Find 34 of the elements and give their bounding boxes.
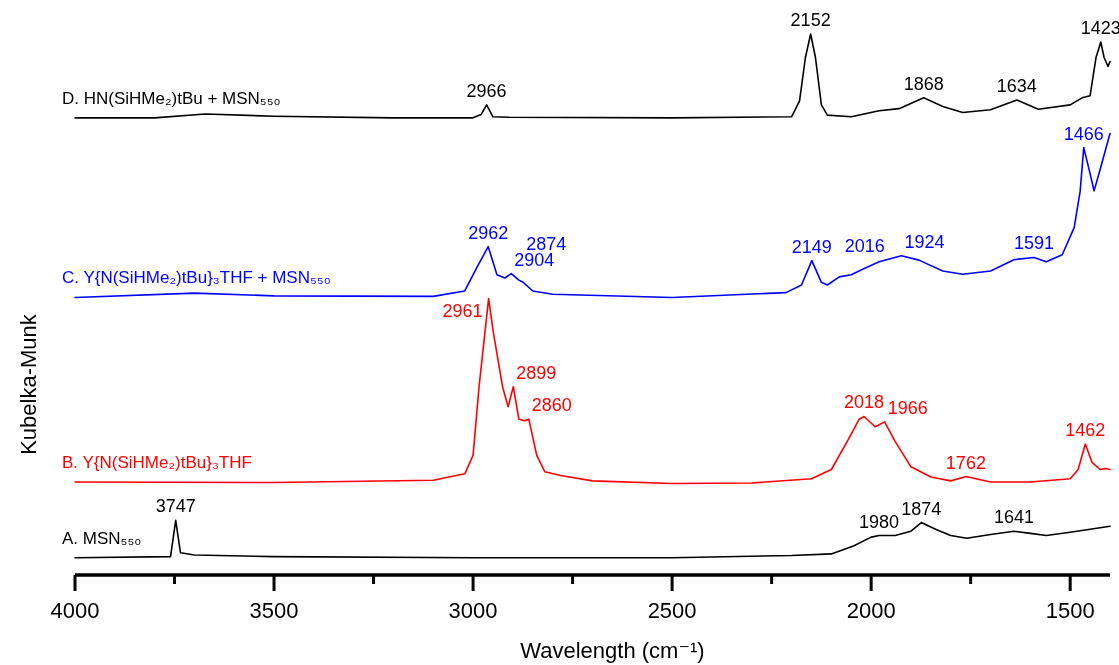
annotation: 1641 <box>994 507 1035 528</box>
annotation: 2899 <box>516 362 557 383</box>
x-tick-label: 3500 <box>249 598 299 623</box>
annotation: 1874 <box>901 498 942 519</box>
series-label: D. HN(SiHMe₂)tBu + MSN₅₅₀ <box>62 88 281 108</box>
annotation: 2149 <box>791 236 832 257</box>
annotation: 1924 <box>904 231 945 252</box>
annotation: 2016 <box>844 236 885 257</box>
series-label: C. Y{N(SiHMe₂)tBu}₃THF + MSN₅₅₀ <box>62 268 331 288</box>
annotation: 2962 <box>468 222 509 243</box>
x-axis-title: Wavelength (cm⁻¹) <box>520 638 705 663</box>
annotation: 2904 <box>514 249 555 270</box>
annotation: 2860 <box>531 395 572 416</box>
annotation: 2018 <box>843 392 885 413</box>
annotation: 1634 <box>996 76 1037 96</box>
y-axis-title: Kubelka-Munk <box>16 313 41 455</box>
x-tick-label: 1500 <box>1045 598 1095 623</box>
annotation: 3747 <box>155 496 196 517</box>
annotation: 1868 <box>903 73 944 94</box>
annotation: 1980 <box>859 511 900 532</box>
annotation: 1466 <box>1063 123 1104 144</box>
annotation: 2961 <box>442 300 483 321</box>
x-tick-label: 4000 <box>50 598 100 623</box>
x-tick-label: 3000 <box>448 598 498 623</box>
series-label: A. MSN₅₅₀ <box>62 528 142 548</box>
annotation: 1462 <box>1065 420 1106 441</box>
x-tick-label: 2000 <box>846 598 896 623</box>
annotation: 1762 <box>945 452 986 473</box>
annotation: 2152 <box>790 10 831 30</box>
series-label: B. Y{N(SiHMe₂)tBu}₃THF <box>62 452 252 472</box>
x-tick-label: 2500 <box>647 598 697 623</box>
annotation: 2966 <box>466 80 507 101</box>
annotation: 1591 <box>1013 233 1054 254</box>
annotation: 1966 <box>887 397 928 418</box>
